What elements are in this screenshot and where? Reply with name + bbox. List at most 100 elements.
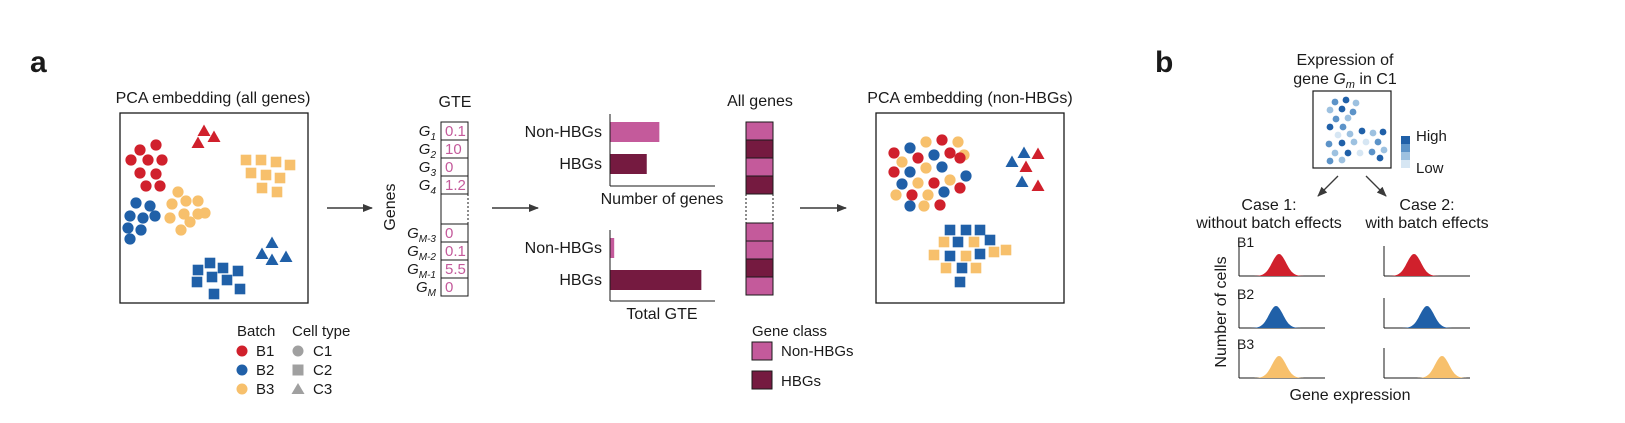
bar-top-hbg bbox=[610, 154, 647, 174]
pca-point-b2-c2 bbox=[954, 276, 966, 288]
gene-label-main: G bbox=[407, 225, 419, 242]
expression-point bbox=[1334, 131, 1342, 139]
gte-value-box bbox=[440, 277, 469, 297]
pca-point-b3-c2 bbox=[270, 156, 282, 168]
pca-point-b2-c3 bbox=[1005, 155, 1019, 167]
scale-high-label: High bbox=[1416, 128, 1447, 145]
expression-point bbox=[1332, 115, 1340, 123]
gte-value: 1.2 bbox=[445, 177, 466, 194]
pca-point-b2-c2 bbox=[204, 257, 216, 269]
pca-point-b3-c1 bbox=[920, 136, 932, 148]
pca-point-b2-c2 bbox=[217, 262, 229, 274]
pca-point-b3-c1 bbox=[175, 224, 187, 236]
gene-label-main: G bbox=[419, 141, 431, 158]
gte-value: 0.1 bbox=[445, 123, 466, 140]
pca-point-b2-c2 bbox=[192, 264, 204, 276]
density-b2-label: B2 bbox=[1237, 286, 1254, 302]
pca-point-b2-c1 bbox=[960, 170, 972, 182]
pca-point-b3-c1 bbox=[922, 189, 934, 201]
expression-point bbox=[1342, 96, 1350, 104]
pca-point-b2-c1 bbox=[936, 161, 948, 173]
genes-axis-label: Genes bbox=[382, 183, 399, 230]
bar-chart-number-of-genes: Non-HBGs HBGs Number of genes bbox=[525, 114, 723, 208]
pca-point-b3-c2 bbox=[960, 250, 972, 262]
expression-point bbox=[1376, 154, 1384, 162]
legend-label-c1: C1 bbox=[313, 343, 332, 360]
pca-point-b2-c1 bbox=[904, 200, 916, 212]
density-curve-case1-b1 bbox=[1254, 254, 1304, 276]
legend-shape-triangle-icon bbox=[291, 383, 305, 394]
gene-class-title: Gene class bbox=[752, 323, 827, 340]
bar-label-bottom-non-hbg: Non-HBGs bbox=[525, 240, 602, 257]
gene-label-subscript: 2 bbox=[429, 150, 436, 161]
pca-point-b3-c2 bbox=[968, 236, 980, 248]
all-genes-cell-non-hbg bbox=[745, 157, 774, 177]
pca-point-b2-c2 bbox=[221, 274, 233, 286]
expression-umap-frame bbox=[1312, 90, 1392, 169]
pca-point-b1-c1 bbox=[125, 154, 137, 166]
gene-label-subscript: M bbox=[428, 288, 437, 299]
pca-point-b1-c3 bbox=[1031, 147, 1045, 159]
all-genes-cell-hbg bbox=[745, 175, 774, 195]
expression-point bbox=[1338, 139, 1346, 147]
number-of-cells-axis-label: Number of cells bbox=[1213, 256, 1230, 367]
pca-point-b3-c2 bbox=[988, 246, 1000, 258]
pca-point-b2-c2 bbox=[956, 262, 968, 274]
pca-point-b1-c1 bbox=[906, 189, 918, 201]
all-genes-cell-non-hbg bbox=[745, 121, 774, 141]
bar-bottom-non-hbg bbox=[610, 238, 615, 258]
pca-point-b2-c1 bbox=[149, 210, 161, 222]
bar-top-non-hbg bbox=[610, 122, 660, 142]
expression-point bbox=[1338, 156, 1346, 164]
bar-label-bottom-hbg: HBGs bbox=[559, 272, 602, 289]
gene-label: G1 bbox=[419, 123, 436, 143]
expression-points bbox=[1325, 96, 1388, 165]
pca-point-b3-c1 bbox=[192, 195, 204, 207]
bar-x-label: Total GTE bbox=[626, 306, 697, 323]
gte-value-box bbox=[440, 175, 469, 195]
all-genes-title: All genes bbox=[727, 93, 793, 110]
pca-all-title: PCA embedding (all genes) bbox=[116, 90, 311, 107]
expression-point bbox=[1350, 138, 1358, 146]
gene-label-subscript: 4 bbox=[430, 186, 436, 197]
gene-label-subscript: M-2 bbox=[419, 252, 437, 263]
gene-label-subscript: 1 bbox=[430, 132, 436, 143]
pca-point-b1-c1 bbox=[928, 177, 940, 189]
pca-point-b3-c1 bbox=[920, 162, 932, 174]
expression-point bbox=[1368, 148, 1376, 156]
expression-point bbox=[1349, 108, 1357, 116]
pca-point-b3-c2 bbox=[938, 236, 950, 248]
case1-line2: without batch effects bbox=[1195, 215, 1342, 232]
case2-line1: Case 2: bbox=[1399, 197, 1454, 214]
gene-label: GM-3 bbox=[407, 225, 436, 245]
pca-point-b2-c1 bbox=[904, 142, 916, 154]
pca-point-b1-c3 bbox=[191, 136, 205, 148]
pca-point-b2-c2 bbox=[944, 224, 956, 236]
density-plots bbox=[1238, 246, 1470, 379]
gene-label: GM-1 bbox=[407, 261, 436, 281]
legend-swatch-b3 bbox=[236, 383, 248, 395]
case2-line2: with batch effects bbox=[1364, 215, 1488, 232]
pca-point-b2-c1 bbox=[928, 149, 940, 161]
bar-chart-total-gte: Non-HBGs HBGs Total GTE bbox=[525, 230, 715, 323]
pca-point-b2-c1 bbox=[135, 224, 147, 236]
expression-point bbox=[1331, 98, 1339, 106]
gene-label: GM bbox=[416, 279, 437, 299]
density-b1-label: B1 bbox=[1237, 234, 1254, 250]
legend-batch-title: Batch bbox=[237, 323, 275, 340]
pca-point-b3-c1 bbox=[890, 189, 902, 201]
pca-point-b3-c1 bbox=[184, 216, 196, 228]
pca-point-b3-c2 bbox=[255, 154, 267, 166]
legend-shape-circle-icon bbox=[292, 345, 304, 357]
expression-point bbox=[1362, 138, 1370, 146]
pca-point-b2-c2 bbox=[944, 250, 956, 262]
gene-class-label-hbg: HBGs bbox=[781, 373, 821, 390]
gene-label-subscript: M-1 bbox=[419, 270, 436, 281]
pca-point-b3-c2 bbox=[256, 182, 268, 194]
all-genes-cell-hbg bbox=[745, 139, 774, 159]
bar-label-top-hbg: HBGs bbox=[559, 156, 602, 173]
pca-point-b2-c1 bbox=[130, 197, 142, 209]
legend-label-b3: B3 bbox=[256, 381, 274, 398]
gte-value: 0 bbox=[445, 279, 453, 296]
